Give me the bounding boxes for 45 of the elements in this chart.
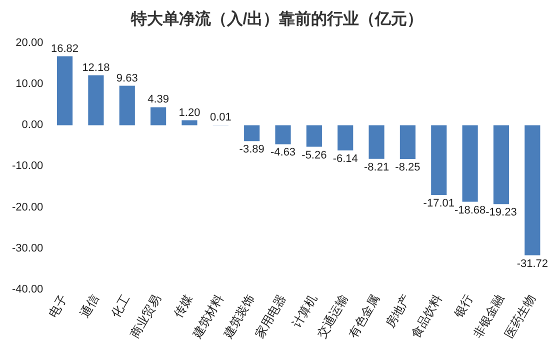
- bar: [400, 125, 416, 160]
- bar: [368, 125, 384, 159]
- bar: [150, 107, 166, 126]
- bar: [431, 125, 447, 195]
- data-label: 12.18: [82, 62, 110, 74]
- data-label: 4.39: [148, 94, 170, 106]
- bar: [182, 120, 198, 126]
- data-label: 9.63: [116, 72, 138, 84]
- data-label: -18.68: [454, 204, 486, 216]
- data-label: 0.01: [210, 112, 232, 124]
- y-tick-label: -10.00: [12, 160, 44, 172]
- x-tick-label: 计算机: [290, 292, 320, 330]
- chart-title: 特大单净流（入/出）靠前的行业（亿元）: [130, 9, 424, 28]
- data-label: 1.20: [178, 106, 200, 119]
- bar: [524, 125, 540, 256]
- data-label: -5.26: [302, 149, 327, 162]
- y-tick-label: 20.00: [16, 37, 44, 50]
- y-tick-label: 10.00: [16, 78, 44, 90]
- bar: [119, 86, 135, 126]
- y-tick-label: -20.00: [12, 201, 44, 214]
- x-tick-label: 通信: [77, 292, 102, 320]
- y-tick-label: -30.00: [12, 242, 44, 254]
- data-label: -17.01: [423, 197, 454, 210]
- data-label: -6.14: [332, 152, 358, 165]
- bar: [462, 125, 478, 202]
- bar: [338, 125, 354, 150]
- data-label: 16.82: [51, 42, 79, 55]
- data-label: -8.25: [395, 162, 420, 174]
- y-tick-label: 0.00: [22, 119, 44, 132]
- data-label: -31.72: [516, 258, 548, 270]
- data-label: -19.23: [486, 206, 517, 219]
- bar: [244, 125, 260, 142]
- bar: [56, 56, 73, 126]
- data-label: -4.63: [270, 146, 296, 159]
- x-tick-label: 银行: [450, 292, 476, 321]
- x-tick-label: 传媒: [170, 292, 195, 320]
- data-label: -8.21: [364, 161, 390, 174]
- bar: [493, 125, 510, 204]
- x-tick-label: 化工: [108, 292, 133, 320]
- data-label: -3.89: [239, 144, 264, 156]
- bar: [275, 125, 291, 144]
- bar: [306, 125, 322, 147]
- x-tick-label: 电子: [46, 292, 70, 320]
- bar: [88, 75, 104, 126]
- y-tick-label: -40.00: [12, 283, 44, 296]
